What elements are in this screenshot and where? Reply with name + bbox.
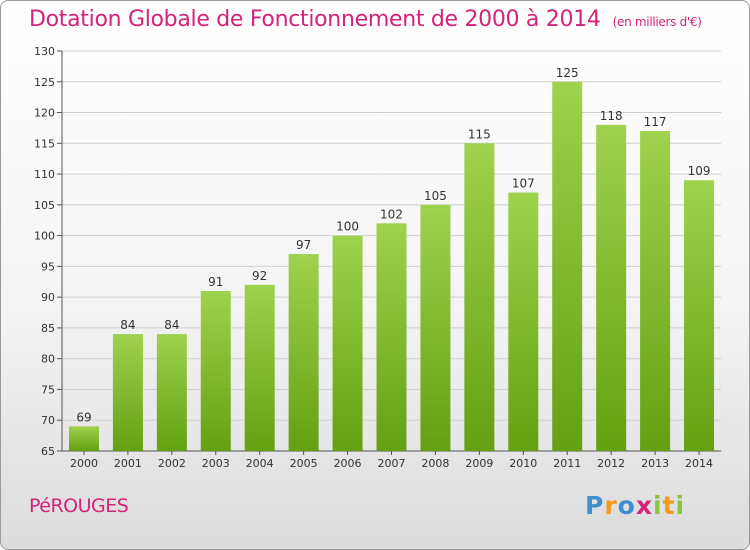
bar [420, 204, 451, 451]
bar-value-label: 105 [424, 189, 447, 203]
y-tick-label: 120 [34, 107, 55, 120]
x-tick-label: 2010 [509, 457, 537, 470]
y-tick-label: 110 [34, 168, 55, 181]
x-tick-label: 2009 [465, 457, 493, 470]
x-tick-label: 2011 [553, 457, 581, 470]
bar [288, 254, 319, 451]
bar-value-label: 92 [252, 269, 267, 283]
proxiti-logo: Proxiti [585, 491, 686, 520]
bar [112, 334, 143, 451]
bar [552, 81, 583, 452]
city-name: PéROUGES [29, 495, 129, 517]
bar [640, 131, 671, 451]
x-tick-label: 2004 [246, 457, 274, 470]
y-tick-label: 65 [41, 445, 55, 458]
bar-value-label: 69 [76, 410, 91, 424]
x-tick-label: 2003 [202, 457, 230, 470]
x-tick-label: 2008 [421, 457, 449, 470]
bar-value-label: 102 [380, 207, 403, 221]
bar [68, 426, 99, 451]
bar [376, 223, 407, 451]
bar-value-label: 84 [164, 318, 179, 332]
chart-subtitle: (en milliers d'€) [612, 15, 702, 29]
bar-value-label: 118 [600, 109, 623, 123]
bar [156, 334, 187, 451]
chart-title-text: Dotation Globale de Fonctionnement de 20… [29, 7, 601, 32]
bar [596, 124, 627, 451]
x-tick-label: 2005 [290, 457, 318, 470]
x-tick-label: 2014 [685, 457, 713, 470]
y-tick-label: 100 [34, 230, 55, 243]
bar [464, 143, 495, 452]
bar [332, 235, 363, 451]
bar-value-label: 97 [296, 238, 311, 252]
y-tick-label: 70 [41, 414, 55, 427]
bar-value-label: 107 [512, 177, 535, 191]
y-tick-label: 125 [34, 76, 55, 89]
y-tick-label: 80 [41, 353, 55, 366]
bar-value-label: 109 [688, 164, 711, 178]
bar [508, 192, 539, 452]
bar-value-label: 115 [468, 127, 491, 141]
x-tick-label: 2000 [70, 457, 98, 470]
x-tick-label: 2007 [378, 457, 406, 470]
bar-value-label: 117 [644, 115, 667, 129]
y-tick-label: 75 [41, 383, 55, 396]
y-tick-label: 85 [41, 322, 55, 335]
y-tick-label: 130 [34, 45, 55, 58]
x-tick-label: 2001 [114, 457, 142, 470]
bar-value-label: 125 [556, 66, 579, 80]
chart-title: Dotation Globale de Fonctionnement de 20… [29, 7, 702, 32]
y-tick-label: 95 [41, 260, 55, 273]
y-tick-label: 105 [34, 199, 55, 212]
bar-value-label: 91 [208, 275, 223, 289]
bar [200, 291, 231, 451]
bar [684, 180, 715, 451]
y-tick-label: 115 [34, 137, 55, 150]
x-tick-label: 2002 [158, 457, 186, 470]
x-tick-label: 2013 [641, 457, 669, 470]
y-tick-label: 90 [41, 291, 55, 304]
bar [244, 284, 275, 451]
bar-value-label: 100 [336, 220, 359, 234]
x-tick-label: 2006 [334, 457, 362, 470]
x-tick-label: 2012 [597, 457, 625, 470]
bar-value-label: 84 [120, 318, 135, 332]
